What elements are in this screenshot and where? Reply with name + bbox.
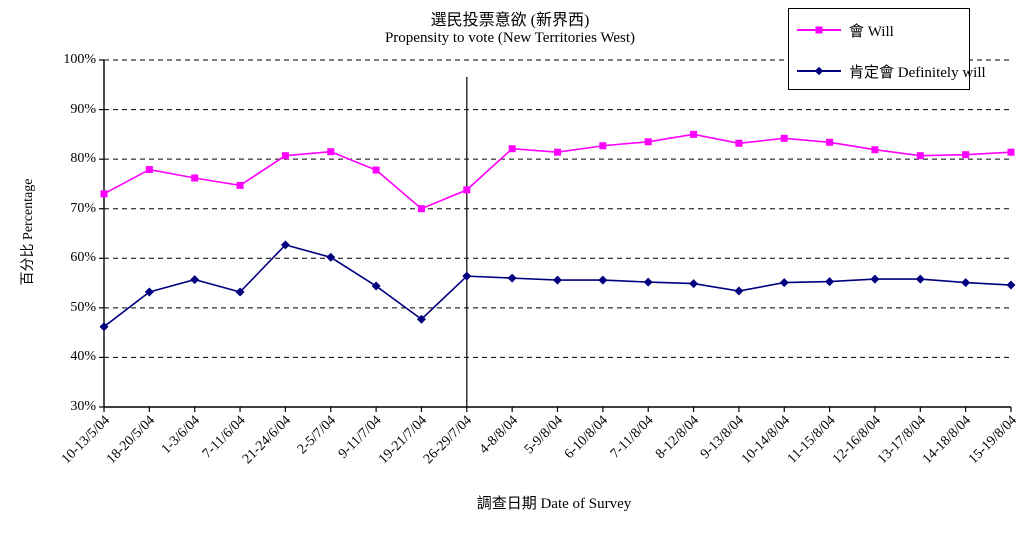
- x-tick-label: 10-14/8/04: [738, 413, 793, 468]
- diamond-data-marker: [280, 240, 290, 250]
- x-tick-label: 6-10/8/04: [562, 413, 612, 463]
- diamond-data-marker: [190, 275, 200, 285]
- chart-title-english: Propensity to vote (New Territories West…: [384, 30, 636, 46]
- y-tick-label: 70%: [70, 200, 96, 216]
- diamond-data-marker: [99, 322, 109, 332]
- diamond-data-marker: [643, 277, 653, 287]
- y-tick-label: 80%: [70, 151, 96, 167]
- square-data-marker: [554, 148, 561, 156]
- square-data-marker: [191, 174, 199, 182]
- y-tick-label: 60%: [70, 250, 96, 266]
- square-data-marker: [417, 205, 425, 213]
- x-tick-label: 4-8/8/04: [476, 413, 521, 458]
- plot-area: [99, 59, 1016, 412]
- diamond-data-marker: [507, 273, 517, 283]
- legend-label-will: 會 Will: [849, 23, 894, 40]
- x-tick-label: 8-12/8/04: [653, 413, 703, 463]
- legend-label-definitely-will: 肯定會 Definitely will: [849, 64, 986, 81]
- legend-swatch-definitely-will: [797, 65, 841, 77]
- x-tick-label: 10-13/5/04: [58, 413, 113, 468]
- square-data-marker: [281, 152, 289, 160]
- square-data-marker: [916, 152, 924, 160]
- plot-svg: [99, 59, 1016, 412]
- x-tick-label: 19-21/7/04: [375, 413, 431, 468]
- square-data-marker: [735, 139, 743, 147]
- diamond-data-marker: [462, 271, 472, 281]
- legend-entry-will: 會 Will: [797, 23, 894, 40]
- y-axis-title: 百分比 Percentage: [21, 178, 36, 286]
- legend-box: 會 Will 肯定會 Definitely will: [788, 8, 986, 90]
- x-tick-label: 18-20/5/04: [103, 413, 158, 468]
- legend-entry-definitely-will: 肯定會 Definitely will: [797, 64, 986, 81]
- diamond-data-marker: [144, 287, 154, 297]
- square-data-marker: [508, 145, 516, 153]
- series-line-will: [103, 133, 1012, 210]
- diamond-marker-icon: [814, 66, 824, 76]
- square-data-marker: [372, 166, 380, 174]
- y-tick-label: 50%: [70, 299, 96, 315]
- square-data-marker: [145, 166, 153, 174]
- diamond-data-marker: [416, 314, 426, 324]
- diamond-data-marker: [779, 278, 789, 288]
- square-data-marker: [962, 151, 970, 159]
- square-data-marker: [599, 142, 607, 150]
- series-line-definitely-will: [103, 244, 1012, 328]
- x-tick-label: 2-5/7/04: [295, 413, 340, 458]
- diamond-data-marker: [1006, 280, 1016, 290]
- x-tick-label: 21-24/6/04: [239, 413, 295, 468]
- square-data-marker: [871, 146, 879, 154]
- square-data-marker: [463, 186, 471, 194]
- y-tick-label: 30%: [70, 399, 96, 414]
- diamond-data-marker: [870, 274, 880, 284]
- x-tick-label: 15-19/8/04: [965, 413, 1020, 468]
- square-data-marker: [100, 190, 108, 198]
- x-tick-label: 1-3/6/04: [159, 413, 204, 458]
- x-tick-label: 7-11/8/04: [608, 413, 657, 462]
- x-axis-title: 調查日期 Date of Survey: [476, 496, 632, 512]
- square-data-marker: [236, 181, 244, 189]
- x-tick-label: 14-18/8/04: [920, 413, 975, 468]
- diamond-data-marker: [326, 252, 336, 262]
- diamond-data-marker: [371, 281, 381, 291]
- x-tick-label: 5-9/8/04: [521, 413, 567, 458]
- diamond-data-marker: [553, 275, 562, 285]
- square-data-marker: [327, 148, 335, 156]
- square-data-marker: [690, 130, 698, 138]
- x-tick-label: 26-29/7/04: [421, 413, 476, 468]
- y-tick-label: 100%: [63, 52, 96, 67]
- chart-title-chinese: 選民投票意欲 (新界西): [430, 12, 590, 29]
- diamond-data-marker: [915, 274, 925, 284]
- legend-swatch-will: [797, 24, 841, 36]
- square-data-marker: [780, 134, 788, 142]
- diamond-data-marker: [235, 287, 245, 297]
- x-tick-label: 13-17/8/04: [874, 413, 929, 468]
- diamond-data-marker: [734, 286, 744, 296]
- square-data-marker: [826, 138, 834, 146]
- x-tick-label: 11-15/8/04: [784, 413, 839, 467]
- diamond-data-marker: [689, 279, 699, 289]
- diamond-data-marker: [598, 275, 608, 285]
- y-tick-label: 40%: [70, 349, 96, 365]
- square-data-marker: [1007, 148, 1015, 156]
- square-marker-icon: [815, 26, 823, 34]
- y-tick-label: 90%: [70, 101, 96, 117]
- x-tick-label: 12-16/8/04: [829, 413, 884, 468]
- diamond-data-marker: [825, 277, 835, 287]
- diamond-data-marker: [961, 278, 971, 288]
- square-data-marker: [644, 138, 652, 146]
